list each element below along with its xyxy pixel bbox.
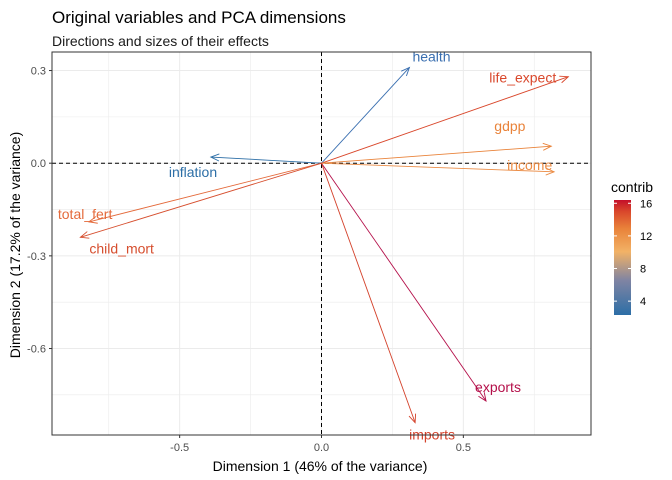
arrowhead-inflation	[209, 153, 220, 162]
legend-tick-label: 4	[640, 296, 646, 308]
arrowhead-life-expect	[559, 75, 570, 84]
y-tick-label: -0.6	[27, 344, 46, 356]
arrowhead-child-mort	[79, 231, 90, 239]
legend-tick-label: 12	[640, 231, 652, 243]
arrow-child-mort	[80, 162, 322, 238]
label-gdpp: gdpp	[494, 118, 525, 134]
legend: contrib 16 12 8 4	[611, 179, 653, 315]
arrow-gdpp	[321, 145, 552, 164]
x-tick-label: 0.0	[314, 442, 329, 454]
legend-tick-label: 8	[640, 264, 646, 276]
x-tick-label: -0.5	[170, 442, 189, 454]
arrowhead-health	[401, 66, 411, 77]
arrow-total-fert	[88, 162, 322, 223]
x-tick-label: 0.5	[456, 442, 471, 454]
legend-title: contrib	[611, 179, 653, 195]
legend-tick-label: 16	[640, 198, 652, 210]
y-tick-label: 0.0	[31, 158, 46, 170]
y-axis-ticks: 0.3 0.0 -0.3 -0.6	[27, 66, 52, 356]
variable-arrows	[79, 66, 570, 424]
label-inflation: inflation	[169, 164, 217, 180]
label-total-fert: total_fert	[58, 206, 113, 222]
arrow-health	[321, 67, 410, 164]
label-child-mort: child_mort	[89, 240, 154, 256]
arrow-life-expect	[321, 76, 569, 164]
label-health: health	[412, 48, 450, 64]
arrow-inflation	[210, 156, 322, 164]
label-exports: exports	[475, 379, 521, 395]
x-axis-ticks: -0.5 0.0 0.5	[170, 435, 471, 454]
y-axis-title: Dimension 2 (17.2% of the variance)	[7, 132, 23, 358]
arrow-exports	[321, 162, 487, 402]
chart-subtitle: Directions and sizes of their effects	[52, 33, 269, 49]
arrowhead-gdpp	[542, 142, 553, 151]
chart-title: Original variables and PCA dimensions	[52, 8, 346, 27]
x-axis-title: Dimension 1 (46% of the variance)	[213, 458, 428, 474]
arrowhead-imports	[408, 413, 417, 424]
arrowhead-income	[545, 167, 556, 176]
y-tick-label: 0.3	[31, 66, 46, 78]
arrow-income	[321, 162, 555, 173]
arrowhead-exports	[478, 392, 487, 402]
legend-colorbar	[614, 200, 631, 315]
arrowhead-total-fert	[87, 216, 98, 224]
label-income: income	[507, 157, 552, 173]
label-life-expect: life_expect	[489, 70, 556, 86]
y-tick-label: -0.3	[27, 251, 46, 263]
legend-ticks: 16 12 8 4	[614, 198, 652, 308]
arrow-imports	[321, 163, 416, 423]
